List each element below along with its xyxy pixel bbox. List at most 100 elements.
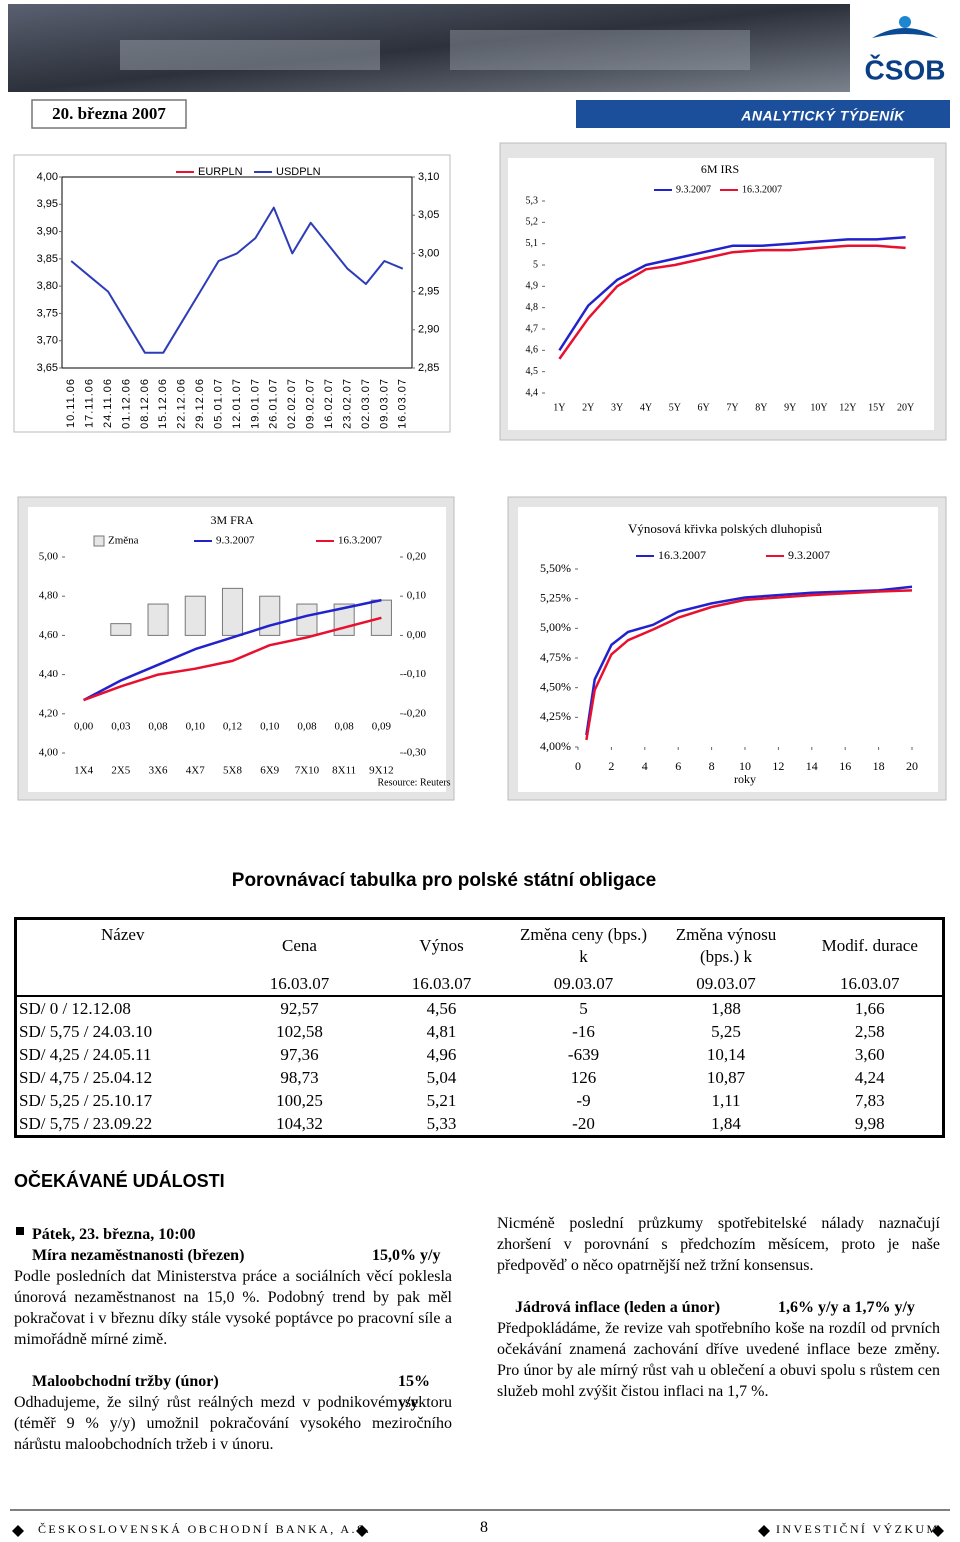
y2-tick-label: -0,30: [403, 747, 426, 759]
x-tick-label: 3X6: [149, 765, 168, 777]
column-header: Cena: [282, 936, 317, 955]
line-series: [558, 244, 906, 360]
chart-panel: [508, 158, 934, 430]
bar-value-label: 0,09: [372, 721, 392, 733]
bar-value-label: 0,08: [335, 721, 355, 733]
table-cell: 7,83: [854, 1091, 885, 1110]
y-tick-label: 4,20: [39, 707, 59, 719]
y-tick-label: 3,95: [37, 198, 58, 210]
chart-title: Výnosová křivka polských dluhopisů: [628, 521, 822, 536]
publication-bar: [576, 100, 950, 128]
date-row: 16.03.07 16.03.07 09.03.07 09.03.07 16.03.07: [15, 972, 944, 997]
line-series: [70, 206, 404, 354]
x-tick-label: 10Y: [810, 402, 827, 413]
legend-label: 16.3.2007: [338, 535, 383, 547]
y-tick-label: 3,75: [37, 307, 58, 319]
chart-title: 6M IRS: [701, 162, 739, 176]
bar-value-label: 0,12: [223, 721, 242, 733]
footer-department: INVESTIČNÍ VÝZKUM: [776, 1522, 940, 1536]
event-title-line: Míra nezaměstnanosti (březen) 15,0% y/y: [14, 1245, 452, 1266]
x-tick-label: 02.02.07: [286, 378, 298, 429]
line-series: [83, 616, 382, 702]
date-box: [31, 99, 187, 129]
y-tick-label: 5,1: [526, 238, 539, 249]
photo-detail: [120, 40, 380, 70]
table-cell: 5,25: [711, 1022, 741, 1041]
column-header: Změna výnosu (bps.) k: [675, 925, 777, 966]
legend-label: 9.3.2007: [788, 548, 830, 562]
table-cell: 4,81: [426, 1022, 457, 1041]
data-row: SD/ 5,75 / 24.03.10 102,58 4,81 -16 5,25 2,58: [16, 1020, 944, 1043]
x-tick-label: 4: [642, 759, 648, 773]
x-tick-label: 6Y: [698, 402, 710, 413]
y-tick-label: 5,25%: [540, 590, 571, 604]
event-date: Pátek, 23. března, 10:00: [14, 1224, 452, 1245]
event-title-line: Jádrová inflace (leden a únor) 1,6% y/y a…: [497, 1297, 940, 1318]
bond-name: SD/ 5,25 / 25.10.17: [19, 1091, 153, 1110]
y-tick-label: 3,65: [37, 362, 58, 374]
table-cell: 98,73: [280, 1068, 319, 1087]
y-tick-label: 4,8: [526, 302, 539, 313]
x-tick-label: 6X9: [260, 765, 279, 777]
y2-tick-label: 2,90: [418, 324, 439, 336]
bar-value-label: 0,08: [148, 721, 168, 733]
column-date: 16.03.07: [797, 972, 944, 997]
x-tick-label: 9Y: [784, 402, 796, 413]
x-tick-label: 15.12.06: [157, 378, 169, 429]
legend-label: Změna: [108, 535, 139, 547]
x-tick-label: 9X12: [369, 765, 393, 777]
y-tick-label: 4,9: [526, 281, 539, 292]
x-tick-label: 17.11.06: [84, 378, 96, 428]
bar: [221, 587, 244, 636]
event-text: Předpokládáme, že revize vah spotřebního…: [497, 1320, 940, 1400]
chart-title: 3M FRA: [210, 513, 253, 527]
table-cell: 1,66: [854, 999, 885, 1018]
legend-label: 16.3.2007: [742, 184, 782, 195]
y2-tick-label: 2,95: [418, 286, 439, 298]
logo-text: ČSOB: [865, 53, 946, 85]
table-body: Název Cena Výnos Změna ceny (bps.) k Změna v…: [15, 919, 944, 1137]
event-text: Odhadujeme, že silný růst reálných mezd …: [14, 1394, 452, 1453]
x-tick-label: 05.01.07: [212, 378, 224, 429]
table-cell: -9: [576, 1091, 591, 1110]
bar: [110, 623, 132, 636]
right-column: Nicméně poslední průzkumy spotřebitelské…: [497, 1213, 940, 1402]
x-tick-label: 02.03.07: [360, 378, 372, 429]
x-tick-label: 2Y: [582, 402, 594, 413]
table-cell: 102,58: [276, 1022, 323, 1041]
chart-panel: [518, 507, 938, 792]
footer-shapes: [10, 1509, 950, 1537]
bond-name: SD/ 0 / 12.12.08: [19, 999, 131, 1018]
y-tick-label: 4,60: [39, 629, 59, 641]
bond-table: Název Cena Výnos Změna ceny (bps.) k Změna v…: [14, 917, 945, 1138]
y-tick-label: 4,40: [39, 668, 59, 680]
bond-name: SD/ 5,75 / 24.03.10: [19, 1022, 153, 1041]
legend-marker: [93, 535, 105, 547]
charts-layer: ČSOB 20. března 2007 ANALYTICKÝ TÝDENÍK …: [8, 4, 952, 801]
table-cell: 10,87: [706, 1068, 746, 1087]
y-tick-label: 5,50%: [540, 561, 571, 575]
bond-name: SD/ 4,75 / 25.04.12: [19, 1068, 153, 1087]
event-value: 15% y/y: [398, 1373, 430, 1411]
x-tick-label: 7X10: [295, 765, 320, 777]
y-tick-label: 4,5: [526, 366, 539, 377]
bar: [147, 603, 169, 636]
x-tick-label: 09.02.07: [305, 378, 317, 429]
event-title: Maloobchodní tržby (únor): [32, 1373, 219, 1390]
table-cell: 10,14: [706, 1045, 746, 1064]
bar-value-label: 0,10: [260, 721, 280, 733]
photo-detail: [450, 30, 750, 70]
bar: [259, 595, 281, 636]
table-cell: 97,36: [280, 1045, 319, 1064]
x-tick-label: 01.12.06: [120, 378, 132, 429]
x-tick-label: 4Y: [640, 402, 652, 413]
x-tick-label: 12: [772, 759, 784, 773]
y2-tick-label: 0,20: [407, 551, 427, 563]
y-tick-label: 4,00: [37, 171, 58, 183]
y2-tick-label: 0,00: [407, 629, 427, 641]
table-cell: 104,32: [276, 1114, 323, 1133]
bar: [184, 595, 206, 636]
bar-value-label: 0,10: [186, 721, 206, 733]
x-tick-label: 29.12.06: [194, 378, 206, 429]
